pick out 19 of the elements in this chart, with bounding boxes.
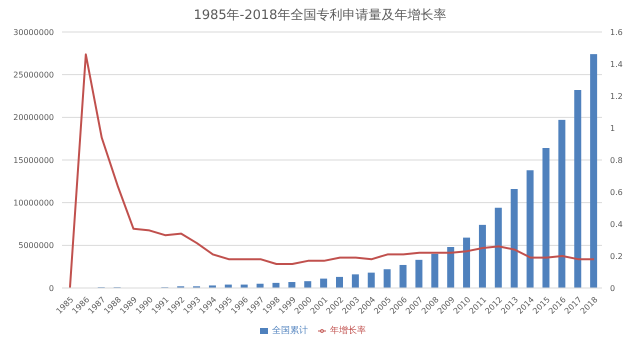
y-tick-label: 20000000 bbox=[13, 113, 54, 122]
y2-tick-label: 1.2 bbox=[610, 92, 623, 101]
legend-label: 年增长率 bbox=[330, 326, 366, 336]
y-tick-label: 30000000 bbox=[13, 28, 54, 37]
chart-title: 1985年-2018年全国专利申请量及年增长率 bbox=[192, 7, 448, 25]
y-tick-label: 15000000 bbox=[13, 156, 54, 165]
y2-tick-label: 0.2 bbox=[610, 252, 623, 261]
y2-tick-label: 0.8 bbox=[610, 156, 623, 165]
y-tick-label: 25000000 bbox=[13, 70, 54, 80]
y2-tick-label: 1 bbox=[610, 124, 616, 133]
y2-tick-label: 1.6 bbox=[610, 28, 623, 37]
y2-tick-label: 0.4 bbox=[610, 220, 623, 229]
y2-tick-label: 1.4 bbox=[610, 60, 623, 69]
y2-tick-label: 0 bbox=[610, 284, 616, 293]
y-tick-label: 0 bbox=[48, 284, 54, 293]
y-tick-label: 5000000 bbox=[18, 241, 54, 250]
legend-label: 全国累计 bbox=[272, 326, 308, 336]
y-tick-label: 10000000 bbox=[13, 198, 54, 208]
y2-tick-label: 0.6 bbox=[610, 188, 623, 197]
